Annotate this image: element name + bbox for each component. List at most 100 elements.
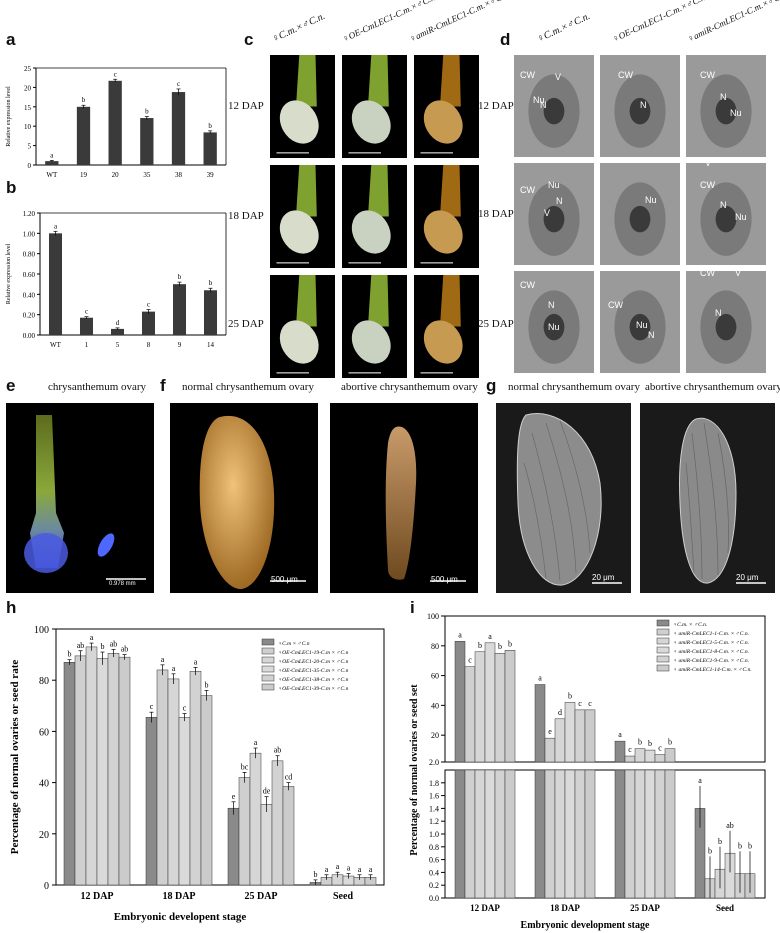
- bar-lower-part: [624, 769, 636, 899]
- panel-g-normal-sem: 20 μm: [496, 403, 631, 593]
- legend-label: ♀ amiR-CmLEC1-5-C.m. × ♂C.n.: [673, 640, 749, 646]
- legend-swatch: [261, 656, 275, 664]
- c-image-r3-c2: [342, 275, 407, 378]
- c-image-r2-c1: [270, 165, 335, 268]
- legend-swatch: [261, 647, 275, 655]
- c-image-r1-c3: [414, 55, 479, 158]
- y-tick-label: 15: [24, 104, 32, 112]
- bar-lower-part: [484, 769, 496, 899]
- y-tick-label: 0.0: [429, 894, 439, 903]
- significance-letter: b: [209, 279, 213, 287]
- d-image-r1-c3: [686, 55, 766, 157]
- d-organelle-label: Nu: [533, 95, 545, 105]
- bar: [63, 662, 76, 886]
- bar: [108, 80, 122, 165]
- bar: [634, 748, 646, 763]
- x-tick-label: 12 DAP: [470, 903, 500, 913]
- panel-g-abortive-sem: 20 μm: [640, 403, 775, 593]
- significance-letter: b: [68, 650, 72, 659]
- bar: [464, 666, 476, 763]
- bar-lower-part: [614, 769, 626, 899]
- significance-letter: c: [468, 656, 472, 665]
- significance-letter: b: [738, 841, 742, 850]
- y-tick-label: 100: [34, 625, 49, 636]
- x-tick-label: Seed: [716, 903, 734, 913]
- y-tick-label: 1.4: [429, 804, 439, 813]
- legend-swatch: [656, 655, 670, 663]
- y-tick-label: 25: [24, 65, 32, 73]
- significance-letter: a: [358, 865, 362, 874]
- significance-letter: c: [85, 308, 88, 316]
- significance-letter: c: [177, 80, 180, 88]
- y-tick-label: 2.0: [429, 758, 439, 767]
- d-organelle-label: N: [715, 308, 722, 318]
- d-organelle-label: CW: [520, 70, 535, 80]
- significance-letter: b: [82, 96, 86, 104]
- y-tick-label: 0.20: [23, 312, 36, 320]
- bar: [249, 752, 262, 886]
- d-row-label-25: 25 DAP: [478, 318, 514, 330]
- y-tick-label: 100: [427, 612, 439, 621]
- bar-lower-part: [504, 769, 516, 899]
- d-organelle-label: Nu: [548, 322, 560, 332]
- legend-swatch: [261, 665, 275, 673]
- g-right-title: abortive chrysanthemum ovary: [645, 381, 780, 393]
- d-organelle-label: N: [648, 330, 655, 340]
- significance-letter: b: [498, 642, 502, 651]
- bar-lower-part: [654, 769, 666, 899]
- significance-letter: a: [336, 862, 340, 871]
- bar-lower-part: [584, 769, 596, 899]
- d-organelle-label: N: [540, 100, 547, 110]
- x-tick-label: 5: [116, 341, 120, 349]
- d-organelle-label: Nu: [636, 320, 648, 330]
- significance-letter: a: [325, 865, 329, 874]
- significance-letter: a: [54, 222, 58, 230]
- significance-letter: b: [748, 841, 752, 850]
- significance-letter: de: [263, 787, 271, 796]
- x-axis-label: Embryonic developent stage: [114, 911, 247, 923]
- g-left-title: normal chrysanthemum ovary: [508, 381, 640, 393]
- bar-lower-part: [464, 769, 476, 899]
- panel-label-a: a: [6, 30, 16, 49]
- bar: [171, 92, 186, 165]
- c-image-r1-c1: [270, 55, 335, 158]
- bar: [110, 328, 125, 335]
- panel-f-abortive-photo: 500 μm: [330, 403, 478, 593]
- bar: [74, 655, 87, 886]
- d-image-r3-c3: [686, 271, 766, 373]
- bar: [574, 709, 586, 763]
- y-tick-label: 40: [431, 701, 439, 710]
- significance-letter: e: [548, 727, 552, 736]
- panel-label-g: g: [486, 376, 497, 395]
- plot-frame: [55, 628, 385, 886]
- chart-h: 0 20 40 60 80 100 Percentage of normal ovaries…: [9, 625, 385, 923]
- d-organelle-label: CW: [700, 180, 715, 190]
- significance-letter: a: [172, 664, 176, 673]
- panel-label-d: d: [500, 30, 511, 49]
- significance-letter: b: [718, 837, 722, 846]
- d-image-r3-c1: [514, 271, 594, 373]
- bar: [85, 646, 98, 886]
- y-axis-label: Relative expression level: [6, 86, 12, 147]
- d-organelle-label: N: [556, 196, 563, 206]
- y-tick-label: 1.00: [23, 230, 36, 238]
- bar-lower-part: [574, 769, 586, 899]
- y-tick-label: 0: [44, 881, 49, 892]
- significance-letter: a: [369, 865, 373, 874]
- bar: [203, 132, 217, 165]
- significance-letter: ab: [274, 746, 282, 755]
- significance-letter: a: [90, 633, 94, 642]
- significance-letter: b: [145, 108, 149, 116]
- significance-letter: b: [205, 680, 209, 689]
- y-tick-label: 40: [39, 779, 49, 790]
- y-tick-label: 0.2: [429, 881, 439, 890]
- c-row-label-12: 12 DAP: [228, 100, 264, 112]
- significance-letter: c: [114, 70, 117, 78]
- y-tick-label: 0.4: [429, 868, 439, 877]
- y-tick-label: 0.80: [23, 251, 36, 259]
- y-tick-label: 80: [431, 642, 439, 651]
- c-image-r2-c2: [342, 165, 407, 268]
- d-organelle-label: N: [720, 200, 727, 210]
- bar: [79, 317, 94, 335]
- bar: [203, 290, 218, 335]
